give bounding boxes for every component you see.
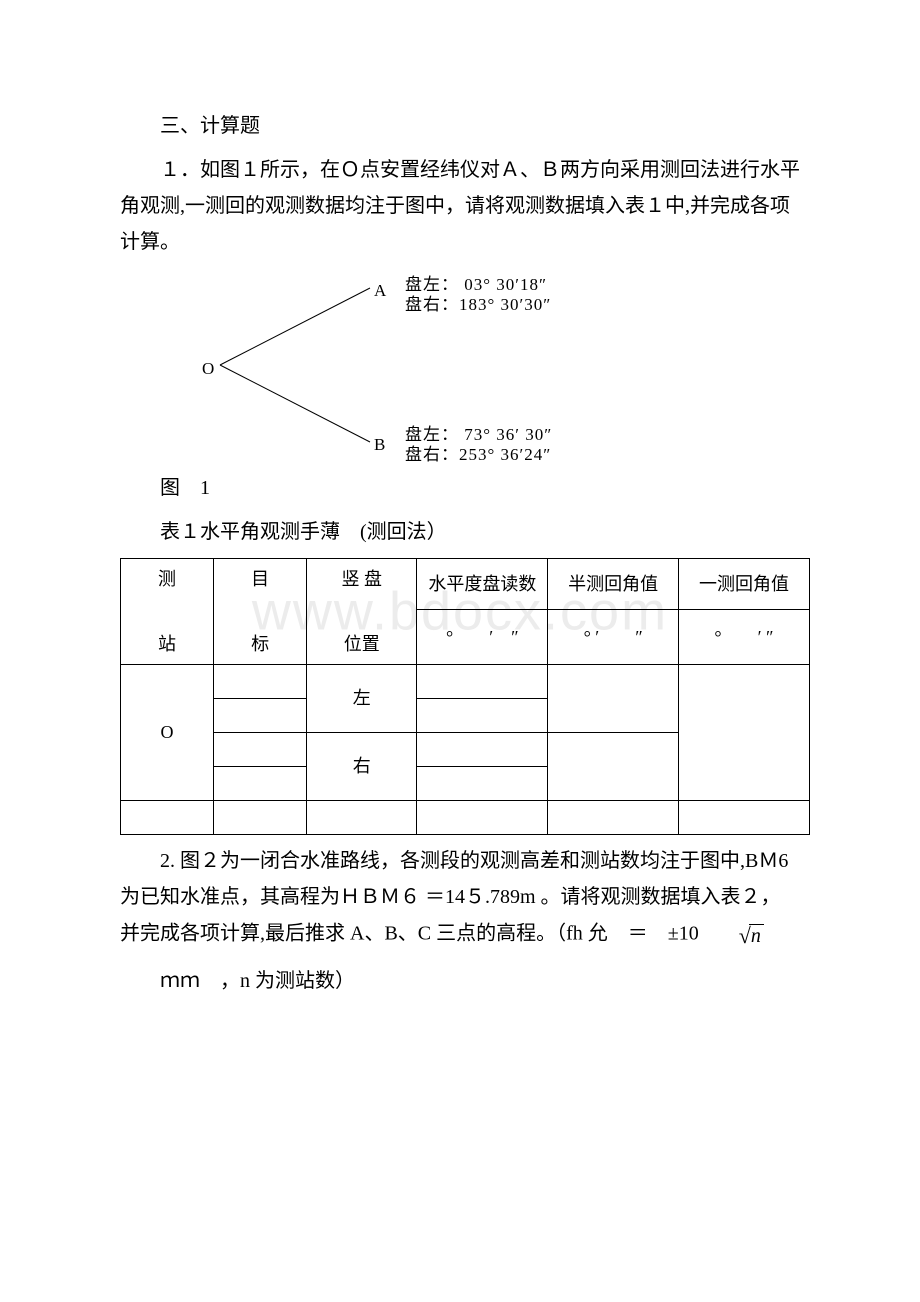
table-cell bbox=[417, 733, 548, 767]
table-cell bbox=[548, 665, 679, 733]
hdr-station-1: 测 bbox=[158, 569, 176, 589]
hdr-disc-1: 竖 盘 bbox=[341, 569, 382, 589]
table-cell bbox=[417, 699, 548, 733]
table-cell bbox=[307, 801, 417, 835]
table-header-station: 测 站 bbox=[121, 559, 214, 665]
table-cell bbox=[214, 665, 307, 699]
sqrt-radicand: n bbox=[749, 924, 764, 947]
table-cell bbox=[417, 665, 548, 699]
hdr-target-1: 目 bbox=[251, 569, 269, 589]
figure-caption: 图 1 bbox=[120, 470, 800, 506]
hdr-disc-2: 位置 bbox=[344, 634, 380, 654]
table-cell bbox=[214, 767, 307, 801]
angle-diagram: O A B 盘左： 03° 30′18″ 盘右：183° 30′30″ 盘左： … bbox=[200, 270, 720, 460]
table-cell bbox=[214, 699, 307, 733]
table-cell-pos-left: 左 bbox=[307, 665, 417, 733]
table-cell bbox=[214, 733, 307, 767]
table-cell bbox=[678, 665, 809, 801]
diagram-label-O: O bbox=[202, 354, 215, 385]
sqrt-n: √n bbox=[699, 915, 764, 955]
diagram-label-A: A bbox=[374, 276, 387, 307]
q2-part-a: 2. 图２为一闭合水准路线，各测段的观测高差和测站数均注于图中,BＭ6 为已知水… bbox=[120, 850, 788, 944]
table-cell bbox=[548, 733, 679, 801]
table-cell bbox=[417, 767, 548, 801]
table-cell bbox=[214, 801, 307, 835]
question-1-text: １．如图１所示，在Ｏ点安置经纬仪对Ａ、Ｂ两方向采用测回法进行水平角观测,一测回的… bbox=[120, 152, 800, 260]
hdr-station-2: 站 bbox=[158, 634, 176, 654]
question-2-text: 2. 图２为一闭合水准路线，各测段的观测高差和测站数均注于图中,BＭ6 为已知水… bbox=[120, 843, 800, 955]
table-1: 测 站 目 标 竖 盘 位置 水平度盘读数 半测回角值 一测回角值 ° ′ ″ … bbox=[120, 558, 810, 835]
table-unit-2: ° ′ ″ bbox=[548, 609, 679, 665]
table-header-reading: 水平度盘读数 bbox=[417, 559, 548, 610]
question-2-text-b: ｍｍ ，n 为测站数） bbox=[120, 963, 800, 999]
table-cell bbox=[678, 801, 809, 835]
table-header-half: 半测回角值 bbox=[548, 559, 679, 610]
diagram-B-right: 盘右：253° 36′24″ bbox=[405, 440, 551, 471]
table-unit-1: ° ′ ″ bbox=[417, 609, 548, 665]
table-cell bbox=[417, 801, 548, 835]
table-unit-3: ° ′ ″ bbox=[678, 609, 809, 665]
table-header-target: 目 标 bbox=[214, 559, 307, 665]
table-header-full: 一测回角值 bbox=[678, 559, 809, 610]
table-cell bbox=[548, 801, 679, 835]
diagram-A-right: 盘右：183° 30′30″ bbox=[405, 290, 551, 321]
table-header-disc: 竖 盘 位置 bbox=[307, 559, 417, 665]
table-cell-pos-right: 右 bbox=[307, 733, 417, 801]
section-heading: 三、计算题 bbox=[120, 108, 800, 144]
table-cell-station-O: O bbox=[121, 665, 214, 801]
diagram-label-B: B bbox=[374, 430, 386, 461]
hdr-target-2: 标 bbox=[251, 634, 269, 654]
table-cell bbox=[121, 801, 214, 835]
table-1-title: 表１水平角观测手薄 (测回法） bbox=[120, 514, 800, 550]
